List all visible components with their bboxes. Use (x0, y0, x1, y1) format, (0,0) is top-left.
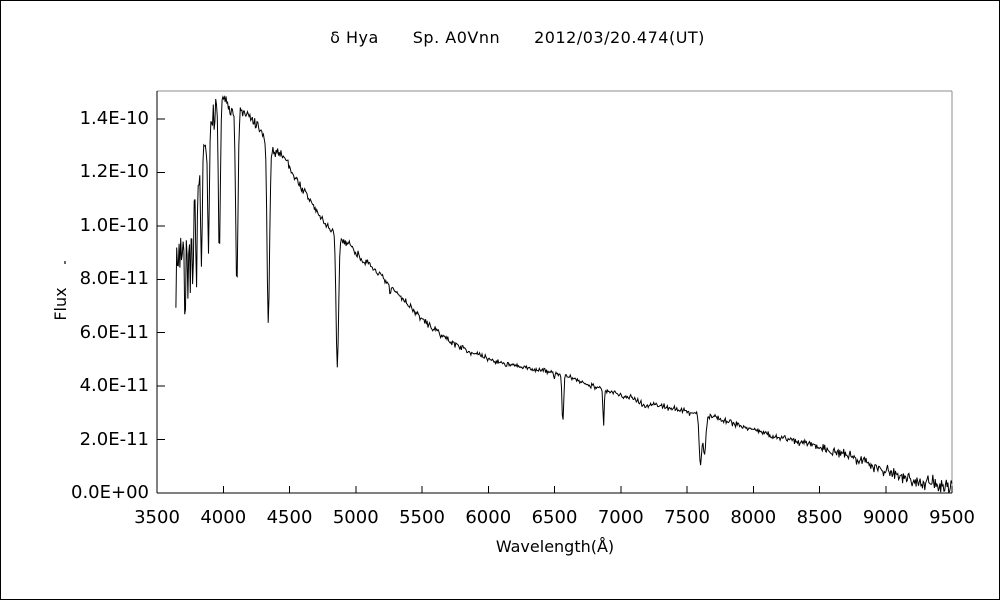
title-spectral-type: Sp. A0Vnn (412, 28, 501, 47)
x-tick-label: 4500 (266, 507, 313, 528)
x-tick-label: 8500 (796, 507, 843, 528)
y-tick-label: 0.0E+00 (71, 482, 149, 503)
y-tick-label: 1.4E-10 (79, 108, 149, 130)
x-tick-label: 9000 (862, 507, 909, 528)
y-tick-label: 2.0E-11 (79, 428, 149, 450)
title-date: 2012/03/20.474(UT) (534, 28, 705, 47)
stray-dot (64, 261, 66, 264)
x-tick-label: 3500 (134, 507, 180, 528)
x-tick-label: 8000 (730, 507, 777, 528)
x-tick-label: 5500 (399, 507, 445, 528)
x-tick-label: 7500 (664, 507, 710, 528)
x-axis-title: Wavelength(Å) (495, 537, 615, 556)
x-tick-label: 6000 (465, 507, 512, 528)
x-tick-label: 7000 (597, 507, 644, 528)
title-star-name: δ Hya (330, 28, 379, 47)
y-tick-label: 1.0E-10 (79, 214, 149, 236)
chart-title: δ Hya Sp. A0Vnn 2012/03/20.474(UT) (1, 28, 999, 47)
x-tick-label: 9500 (929, 507, 975, 528)
x-tick-label: 4000 (200, 507, 247, 528)
x-tick-label: 6500 (531, 507, 578, 528)
spectrum-curve (175, 94, 953, 494)
y-tick-label: 8.0E-11 (79, 268, 149, 290)
y-tick-label: 1.2E-10 (79, 161, 149, 183)
x-tick-label: 5000 (332, 507, 379, 528)
y-tick-label: 6.0E-11 (79, 321, 149, 343)
y-tick-label: 4.0E-11 (79, 375, 149, 397)
